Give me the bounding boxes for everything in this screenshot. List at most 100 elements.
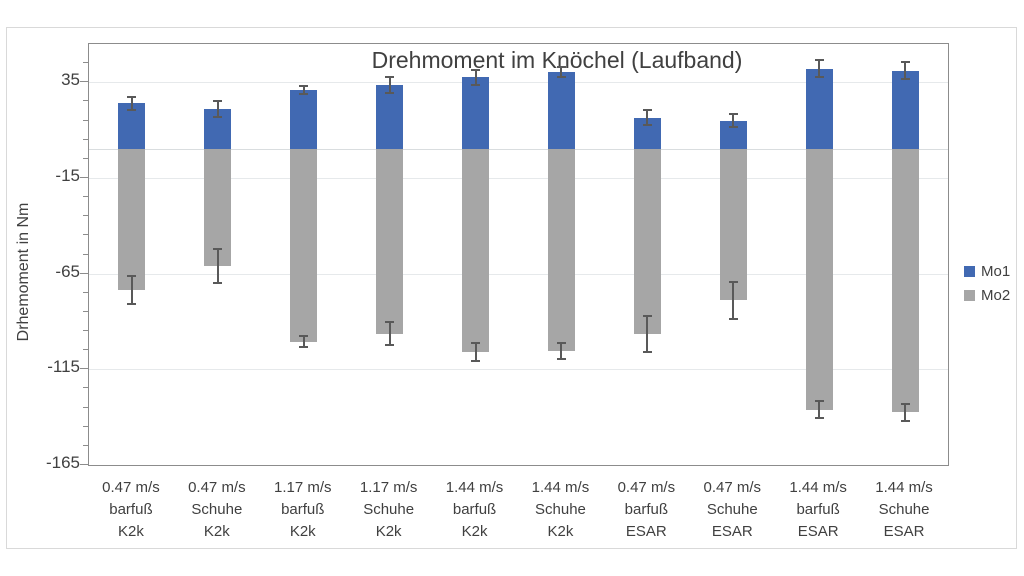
- bar-mo2-9: [805, 149, 833, 410]
- error-cap-bottom: [642, 351, 652, 354]
- error-cap-bottom: [299, 92, 309, 95]
- error-bar-mo2-7: [646, 315, 649, 353]
- error-cap-bottom: [127, 109, 137, 112]
- gridline-35: [89, 82, 948, 84]
- error-cap-top: [728, 112, 738, 115]
- x-category-line: Schuhe: [363, 501, 415, 518]
- y-tick-label-35: 35: [61, 70, 80, 90]
- x-category-line: 1.44 m/s: [445, 479, 504, 496]
- legend-label-mo1: Mo1: [981, 263, 1011, 280]
- y-axis-tick: [83, 62, 88, 64]
- x-category-line: 1.44 m/s: [531, 479, 590, 496]
- plot-area: [88, 43, 949, 466]
- legend-swatch-mo2: [964, 290, 975, 301]
- x-category-line: Schuhe: [535, 501, 586, 518]
- x-category-line: K2k: [289, 523, 316, 540]
- x-category-line: Schuhe: [878, 501, 930, 518]
- x-category-line: 1.17 m/s: [273, 479, 332, 496]
- bar-mo2-4: [376, 149, 404, 334]
- x-category-line: barfuß: [624, 501, 669, 518]
- error-bar-mo1-6: [560, 66, 563, 77]
- x-category-line: K2k: [375, 523, 402, 540]
- error-bar-mo1-7: [646, 110, 649, 126]
- error-bar-mo2-9: [818, 400, 821, 419]
- y-axis-tick: [83, 330, 88, 332]
- gridline--115: [89, 369, 948, 371]
- x-category-line: barfuß: [796, 501, 840, 518]
- error-bar-mo1-10: [904, 62, 907, 80]
- y-axis-tick: [83, 406, 88, 408]
- x-category-label-7: 0.47 m/s barfuß ESAR: [602, 477, 690, 543]
- y-axis-tick: [83, 215, 88, 217]
- error-cap-bottom: [728, 126, 738, 129]
- legend: Mo1 Mo2: [964, 263, 1010, 304]
- bar-mo1-10: [891, 70, 919, 150]
- x-category-label-1: 0.47 m/s barfuß K2k: [87, 477, 175, 543]
- x-category-label-10: 1.44 m/s Schuhe ESAR: [860, 477, 948, 543]
- error-cap-top: [213, 247, 223, 250]
- legend-item-mo2: Mo2: [964, 287, 1010, 304]
- x-category-line: K2k: [547, 523, 574, 540]
- error-bar-mo2-5: [474, 343, 477, 361]
- y-axis-tick: [83, 196, 88, 198]
- error-bar-mo2-10: [904, 403, 907, 421]
- error-cap-top: [814, 59, 824, 62]
- error-cap-bottom: [556, 357, 566, 360]
- x-category-line: Schuhe: [706, 501, 758, 518]
- x-category-line: 1.17 m/s: [359, 479, 418, 496]
- x-category-line: 1.44 m/s: [789, 479, 847, 496]
- bar-mo2-1: [118, 149, 146, 290]
- error-bar-mo1-5: [474, 69, 477, 86]
- error-cap-top: [299, 334, 309, 337]
- error-cap-top: [471, 342, 481, 345]
- error-bar-mo2-6: [560, 343, 563, 359]
- error-bar-mo1-3: [302, 86, 305, 94]
- y-tick-label--65: -65: [55, 261, 80, 281]
- error-cap-bottom: [728, 317, 738, 320]
- gridline--65: [89, 273, 948, 275]
- x-category-label-3: 1.17 m/s barfuß K2k: [259, 477, 347, 543]
- bar-mo2-2: [204, 149, 232, 266]
- error-cap-bottom: [385, 344, 395, 347]
- bar-mo2-7: [633, 149, 661, 334]
- y-axis-tick: [83, 425, 88, 427]
- bar-mo2-8: [719, 149, 747, 301]
- bar-mo1-5: [462, 77, 490, 150]
- error-cap-top: [556, 65, 566, 68]
- x-category-line: barfuß: [281, 501, 325, 518]
- y-axis-tick: [80, 464, 88, 465]
- error-cap-bottom: [471, 84, 481, 87]
- error-bar-mo2-4: [388, 322, 391, 346]
- error-bar-mo2-1: [130, 275, 133, 305]
- error-bar-mo1-8: [732, 113, 735, 128]
- error-cap-bottom: [127, 303, 137, 306]
- bar-mo1-4: [376, 85, 404, 150]
- x-category-line: ESAR: [625, 523, 667, 540]
- y-tick-label--15: -15: [55, 165, 80, 185]
- x-category-line: K2k: [118, 523, 144, 540]
- bar-mo2-10: [891, 149, 919, 413]
- x-category-line: K2k: [203, 523, 230, 540]
- x-category-line: 0.47 m/s: [102, 479, 160, 496]
- x-category-line: ESAR: [711, 523, 753, 540]
- error-cap-top: [642, 109, 652, 112]
- error-bar-mo1-9: [818, 60, 821, 78]
- bar-mo2-6: [547, 149, 575, 352]
- chart-title: Drehmoment im Knöchel (Laufband): [371, 47, 743, 73]
- x-category-line: 0.47 m/s: [188, 479, 246, 496]
- y-axis-tick: [83, 157, 88, 159]
- error-cap-top: [556, 342, 566, 345]
- x-category-line: 1.44 m/s: [875, 479, 933, 496]
- error-cap-top: [385, 321, 395, 324]
- error-cap-bottom: [471, 359, 481, 362]
- error-cap-bottom: [642, 124, 652, 127]
- error-cap-top: [642, 314, 652, 317]
- y-axis-tick: [83, 349, 88, 351]
- error-cap-top: [213, 100, 223, 103]
- error-cap-bottom: [299, 346, 309, 349]
- error-cap-top: [814, 399, 824, 402]
- x-category-label-6: 1.44 m/s Schuhe K2k: [516, 477, 604, 543]
- gridline--15: [89, 177, 948, 179]
- x-category-line: ESAR: [883, 523, 925, 540]
- error-cap-bottom: [900, 78, 910, 81]
